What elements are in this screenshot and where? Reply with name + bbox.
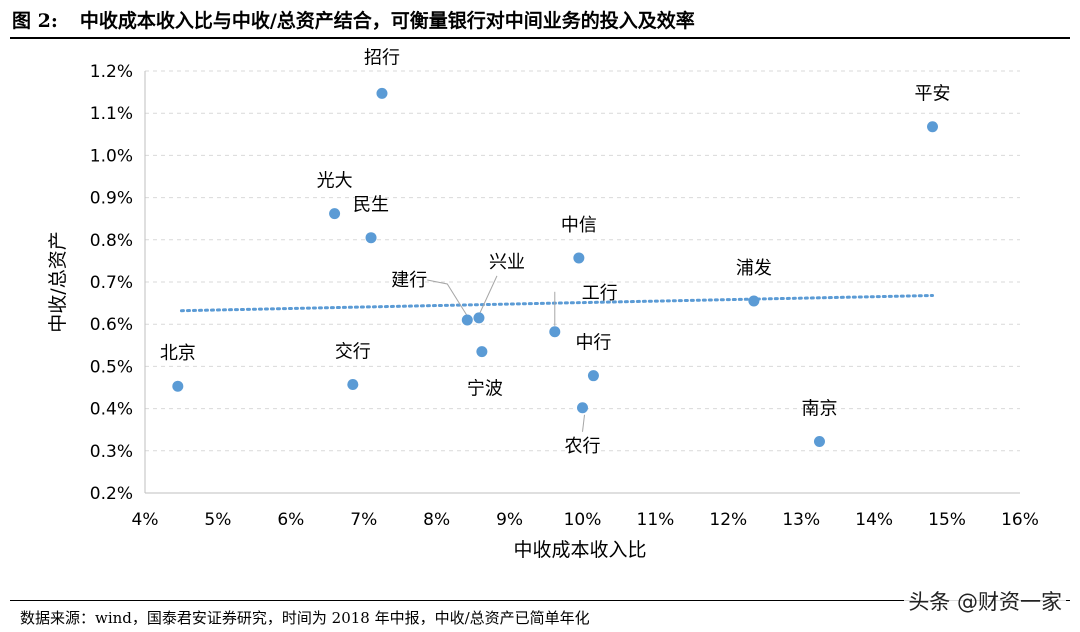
point-label: 招行 [364, 47, 400, 68]
data-point [461, 314, 473, 326]
y-tick-label: 0.3% [90, 442, 133, 462]
y-tick-label: 0.9% [90, 189, 133, 209]
x-tick-labels: 4% 5% 6% 7% 8% 9% 10% 11% 12% 13% 14% 15% 16% [132, 510, 1039, 530]
point-label: 北京 [160, 343, 196, 364]
point-label: 交行 [335, 342, 371, 363]
x-tick-label: 7% [350, 510, 377, 530]
figure-caption: 中收成本收入比与中收/总资产结合，可衡量银行对中间业务的投入及效率 [79, 10, 695, 32]
x-tick-label: 5% [204, 510, 231, 530]
x-tick-label: 8% [423, 510, 450, 530]
figure-number: 图 2: [12, 10, 58, 32]
leader-line [427, 279, 468, 317]
data-point [172, 380, 184, 392]
x-tick-label: 6% [277, 510, 304, 530]
data-point [927, 121, 938, 133]
data-point [473, 312, 485, 324]
y-tick-labels: 0.2% 0.3% 0.4% 0.5% 0.6% 0.7% 0.8% 0.9% 1.0% 1.1%… [90, 62, 133, 504]
y-tick-label: 1.2% [90, 62, 133, 82]
data-point [329, 208, 341, 220]
y-tick-label: 0.5% [90, 357, 133, 377]
data-points [172, 87, 938, 448]
data-point [577, 402, 588, 414]
leader-line [479, 275, 498, 314]
x-tick-label: 14% [855, 510, 893, 530]
source-rule [10, 600, 1070, 601]
point-label: 南京 [801, 399, 837, 420]
trendline-group [179, 294, 934, 313]
point-label: 中行 [575, 333, 611, 354]
point-label: 工行 [582, 283, 618, 304]
point-label: 中信 [561, 215, 597, 236]
data-point [476, 346, 488, 358]
watermark: 头条 @财资一家 [904, 586, 1066, 616]
title-rule [10, 37, 1070, 39]
data-point [376, 87, 388, 99]
x-tick-label: 9% [496, 510, 523, 530]
x-tick-label: 10% [564, 510, 602, 530]
point-label: 兴业 [489, 252, 525, 273]
y-tick-label: 0.6% [90, 315, 133, 335]
source-note: 数据来源：wind，国泰君安证券研究，时间为 2018 年中报，中收/总资产已简… [20, 609, 590, 627]
x-tick-label: 16% [1001, 510, 1039, 530]
x-axis-label: 中收成本收入比 [513, 539, 646, 561]
point-label: 平安 [915, 84, 951, 105]
data-point [748, 295, 760, 307]
y-tick-label: 0.2% [90, 484, 133, 504]
grid-lines [145, 70, 1020, 452]
point-label: 浦发 [736, 258, 772, 279]
point-label: 民生 [353, 195, 389, 216]
y-tick-label: 1.1% [90, 104, 133, 124]
y-tick-label: 0.4% [90, 400, 133, 420]
label-leader-lines [427, 275, 585, 432]
scatter-chart: 0.2% 0.3% 0.4% 0.5% 0.6% 0.7% 0.8% 0.9% 1.0% 1.1%… [47, 47, 1039, 561]
data-point [587, 370, 599, 382]
data-point [365, 232, 377, 244]
x-tick-label: 12% [709, 510, 747, 530]
x-tick-label: 4% [132, 510, 159, 530]
y-axis-label: 中收/总资产 [47, 231, 69, 332]
x-tick-label: 15% [928, 510, 966, 530]
x-tick-label: 13% [782, 510, 820, 530]
y-tick-label: 1.0% [90, 146, 133, 166]
point-label: 光大 [317, 171, 353, 192]
y-tick-label: 0.8% [90, 231, 133, 251]
figure-title: 图 2: 中收成本收入比与中收/总资产结合，可衡量银行对中间业务的投入及效率 [12, 6, 695, 33]
trendline [179, 294, 934, 313]
axes [144, 71, 1020, 494]
x-tick-label: 11% [637, 510, 675, 530]
data-point [573, 252, 585, 264]
data-point [347, 379, 359, 391]
data-point [813, 436, 825, 448]
data-point [549, 326, 561, 338]
point-label: 建行 [391, 270, 427, 291]
point-label: 宁波 [467, 379, 503, 400]
point-label: 农行 [565, 436, 601, 457]
y-tick-label: 0.7% [90, 273, 133, 293]
leader-line [582, 414, 585, 432]
